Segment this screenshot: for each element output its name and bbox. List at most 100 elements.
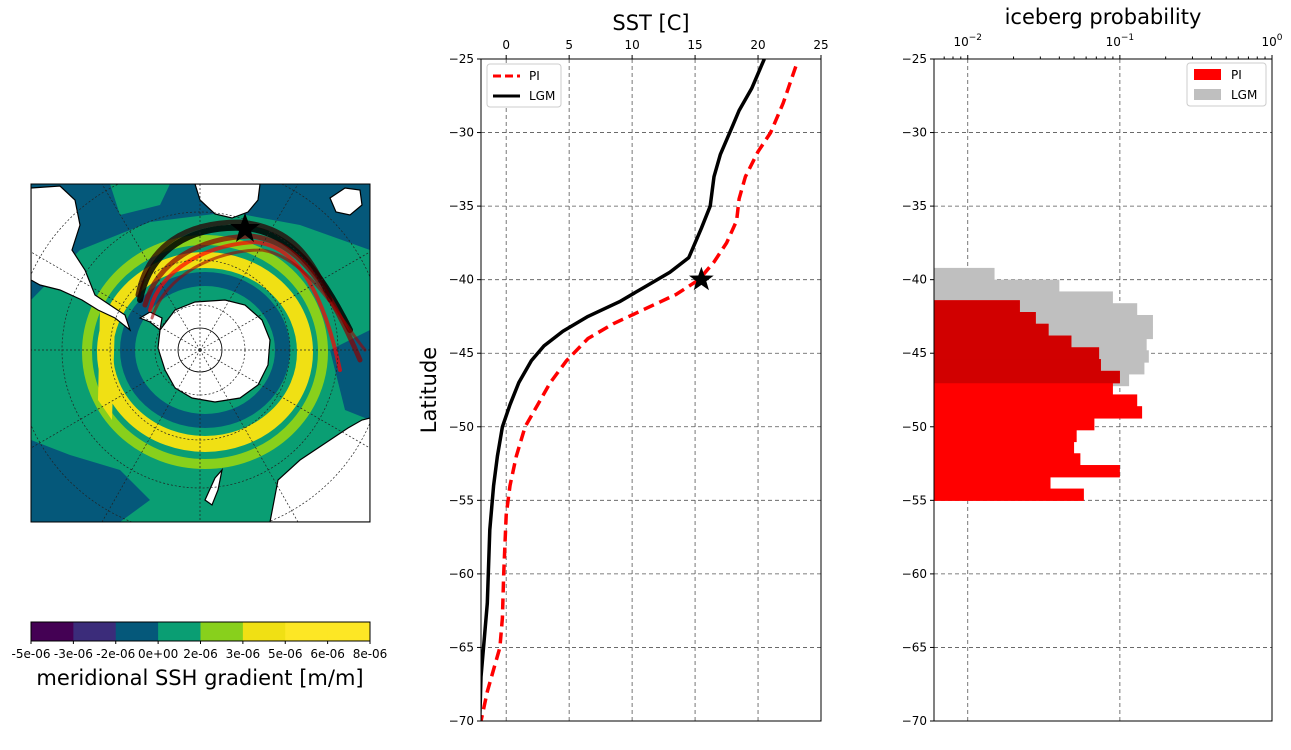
iceberg-bar-overlap	[934, 300, 1020, 313]
iceberg-bar-pi	[934, 417, 1095, 431]
sst-ytick-label: −35	[449, 199, 474, 213]
sst-ytick-label: −25	[449, 52, 474, 66]
iceberg-bar-lgm	[934, 279, 1060, 293]
colorbar-tick-label: 8e-06	[353, 647, 388, 661]
iceberg-bar-overlap	[934, 359, 1101, 372]
sst-ytick-label: −70	[449, 714, 474, 728]
sst-ytick-label: −50	[449, 420, 474, 434]
sst-ytick-label: −30	[449, 126, 474, 140]
iceberg-bar-pi	[934, 441, 1075, 454]
graticule	[31, 184, 370, 522]
map-blue-patch	[330, 330, 370, 420]
legend-lgm-label: LGM	[1231, 88, 1257, 102]
iceberg-bar-lgm	[934, 267, 995, 281]
map-yellow-patch	[98, 310, 115, 420]
iceberg-bar-pi	[934, 394, 1138, 407]
map-panel	[30, 183, 371, 523]
new-zealand	[204, 467, 224, 506]
sst-xtick-label: 0	[502, 38, 510, 52]
sst-ytick-label: −60	[449, 567, 474, 581]
iceberg-title: iceberg probability	[1005, 5, 1202, 29]
iceberg-bar-pi	[934, 488, 1084, 501]
sst-xtick-label: 5	[565, 38, 573, 52]
colorbar-tick-label: 5e-06	[268, 647, 303, 661]
iceberg-bar-overlap	[934, 323, 1049, 337]
iceberg-bar-overlap	[934, 335, 1072, 348]
sst-xtick-label: 10	[624, 38, 639, 52]
colorbar-tick-label: 2e-06	[183, 647, 218, 661]
sst-frame	[480, 58, 822, 722]
iceberg-ytick-label: −30	[902, 126, 927, 140]
sst-series-lgm	[481, 59, 766, 721]
iceberg-ytick-label: −60	[902, 567, 927, 581]
legend-lgm-label: LGM	[529, 89, 555, 103]
colorbar-cell	[285, 622, 329, 641]
africa	[194, 184, 261, 219]
sst-star-marker	[689, 266, 714, 291]
map-lightgreen-ring	[82, 235, 328, 469]
colorbar-cell	[31, 622, 74, 641]
iceberg-legend: PI LGM	[1186, 62, 1267, 107]
map-frame	[30, 183, 371, 523]
iceberg-ytick-label: −45	[902, 346, 927, 360]
colorbar-tick-label: 6e-06	[310, 647, 345, 661]
map-blue-patch	[31, 440, 150, 522]
sst-xtick-label: 25	[813, 38, 828, 52]
colorbar-cell	[242, 622, 286, 641]
sst-legend: PI LGM	[486, 63, 562, 108]
iceberg-ytick-label: −25	[902, 52, 927, 66]
legend-pi-patch	[1194, 69, 1221, 80]
sst-series-pi	[481, 65, 798, 721]
colorbar-cell	[115, 622, 159, 641]
iceberg-xtick-label: 10−2	[953, 33, 982, 49]
colorbar-tick-label: -3e-06	[54, 647, 93, 661]
iceberg-ytick-label: −50	[902, 420, 927, 434]
map-green-upper	[110, 184, 170, 215]
madagascar	[329, 187, 363, 216]
iceberg-bar-pi	[934, 476, 1051, 490]
legend-pi-label: PI	[1231, 68, 1242, 82]
sst-ytick-label: −45	[449, 346, 474, 360]
iceberg-bar-overlap	[934, 347, 1100, 360]
colorbar: -5e-06 -3e-06 -2e-06 0e+00 2e-06 3e-06 5e-06 6e…	[12, 621, 388, 690]
colorbar-tick-label: 0e+00	[138, 647, 178, 661]
iceberg-bar-pi	[934, 382, 1113, 396]
sst-ytick-label: −65	[449, 640, 474, 654]
iceberg-ytick-label: −55	[902, 493, 927, 507]
iceberg-bar-overlap	[934, 370, 1120, 384]
sst-title: SST [C]	[612, 11, 689, 35]
colorbar-tick-label: -2e-06	[96, 647, 135, 661]
colorbar-tick-label: -5e-06	[12, 647, 51, 661]
iceberg-bar-pi	[934, 453, 1081, 466]
south-america	[31, 185, 132, 332]
iceberg-ytick-label: −70	[902, 714, 927, 728]
sst-panel: SST [C] Latitude 0 5 10 15 20 25 −25 −30 −35 −40…	[417, 11, 829, 728]
sst-ytick-label: −55	[449, 493, 474, 507]
legend-lgm-patch	[1194, 89, 1221, 100]
iceberg-xtick-label: 10−1	[1106, 33, 1135, 49]
colorbar-cell	[158, 622, 201, 641]
iceberg-bar-pi	[934, 465, 1120, 478]
sst-ylabel: Latitude	[417, 347, 441, 433]
iceberg-ytick-label: −40	[902, 273, 927, 287]
iceberg-frame	[933, 58, 1273, 722]
colorbar-label: meridional SSH gradient [m/m]	[36, 666, 363, 690]
colorbar-cell	[200, 622, 244, 641]
colorbar-tick-label: 3e-06	[226, 647, 261, 661]
colorbar-cell	[73, 622, 117, 641]
australia	[269, 417, 370, 522]
iceberg-ytick-label: −65	[902, 640, 927, 654]
legend-pi-label: PI	[529, 69, 540, 83]
iceberg-bar-pi	[934, 429, 1077, 443]
map-star-marker	[230, 213, 260, 242]
iceberg-bar-pi	[934, 406, 1143, 419]
sst-xtick-label: 20	[750, 38, 765, 52]
colorbar-cell	[327, 622, 371, 641]
sst-xtick-label: 15	[687, 38, 702, 52]
iceberg-panel: iceberg probability 10−2 10−1 100 −25 −30 −3…	[902, 5, 1283, 728]
iceberg-ytick-label: −35	[902, 199, 927, 213]
sst-ytick-label: −40	[449, 273, 474, 287]
iceberg-xtick-label: 100	[1261, 33, 1282, 49]
iceberg-bar-overlap	[934, 312, 1036, 325]
